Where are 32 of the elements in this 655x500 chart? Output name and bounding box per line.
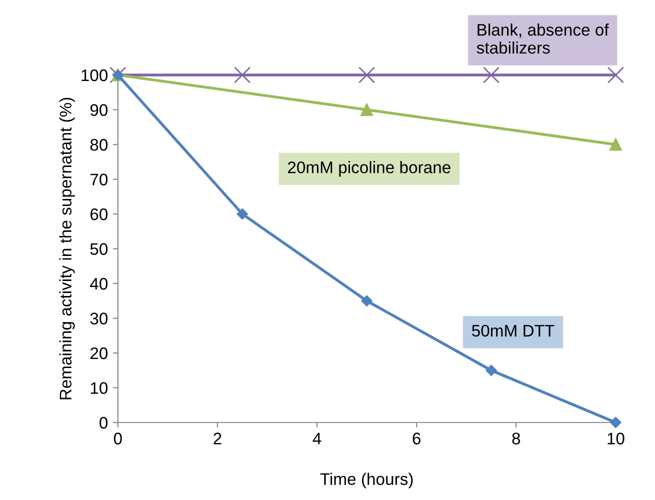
- y-tick-label: 0: [100, 416, 108, 429]
- text: 20mM picoline borane: [288, 161, 450, 177]
- y-tick-label: 100: [82, 69, 108, 82]
- y-tick-label: 40: [90, 278, 108, 290]
- x-tick-label: 2: [214, 432, 222, 444]
- x-tick-label: 10: [608, 432, 624, 444]
- point: [361, 295, 372, 306]
- x-tick-label: 0: [114, 432, 122, 444]
- y-tick-label: 80: [90, 138, 108, 151]
- series-label: 50mM DTT: [472, 324, 554, 337]
- y-tick-label: 50: [90, 243, 108, 255]
- x-tick-label: 6: [412, 432, 420, 444]
- point: [360, 104, 374, 116]
- y-tick-label: 30: [90, 312, 108, 324]
- x-tick-label: 4: [312, 432, 322, 444]
- series-label: Blank, absence of stabilizers: [476, 24, 609, 54]
- y-tick-label: 10: [90, 382, 108, 394]
- point: [234, 66, 251, 84]
- point: [482, 66, 500, 84]
- y-tick-label: 60: [90, 208, 108, 220]
- point: [610, 416, 622, 428]
- point: [486, 364, 497, 376]
- y-tick-label: 70: [90, 174, 108, 186]
- y-tick-label: 20: [90, 347, 108, 360]
- point: [358, 66, 376, 84]
- x-tick-label: 8: [512, 432, 520, 444]
- y-tick-label: 90: [90, 104, 108, 116]
- y-axis-title: Remaining activity in the supernatant (%): [59, 98, 75, 400]
- point: [236, 208, 248, 220]
- point: [607, 66, 624, 84]
- x-axis-title: Time (hours): [320, 472, 413, 488]
- point: [609, 138, 622, 151]
